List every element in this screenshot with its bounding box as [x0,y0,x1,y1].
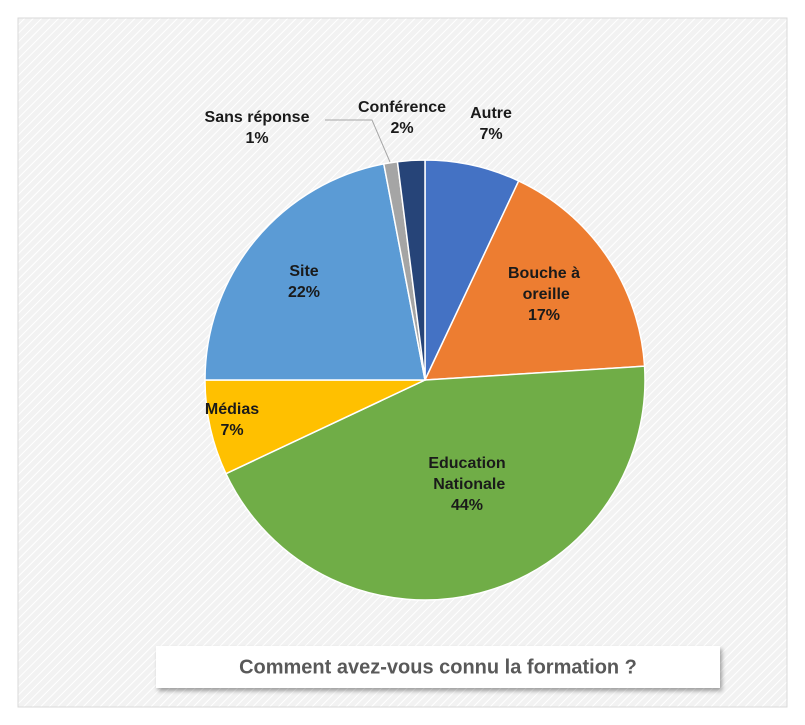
category-label: Autre [470,105,512,122]
category-label: Bouche à oreille [508,265,580,303]
category-label: Conférence [358,99,446,116]
pie-slice [423,179,646,381]
category-label: Sans réponse [205,109,310,126]
pie-slice [396,159,426,381]
data-labels: Autre 7% Bouche à oreille 17% Education Nati… [205,99,581,514]
pie [204,159,646,601]
value-label: 2% [390,120,413,137]
value-label: 7% [220,422,243,439]
chart-title: Comment avez-vous connu la formation ? [239,656,637,678]
pie-slice [204,163,426,381]
category-label: Site [289,263,318,280]
category-label: Médias [205,401,259,418]
value-label: 44% [451,497,483,514]
title-box [156,646,720,688]
value-label: 1% [245,130,268,147]
value-label: 17% [528,307,560,324]
value-label: 7% [479,126,502,143]
leader-line [325,119,391,163]
value-label: 22% [288,284,320,301]
category-label: Education Nationale [428,455,505,493]
